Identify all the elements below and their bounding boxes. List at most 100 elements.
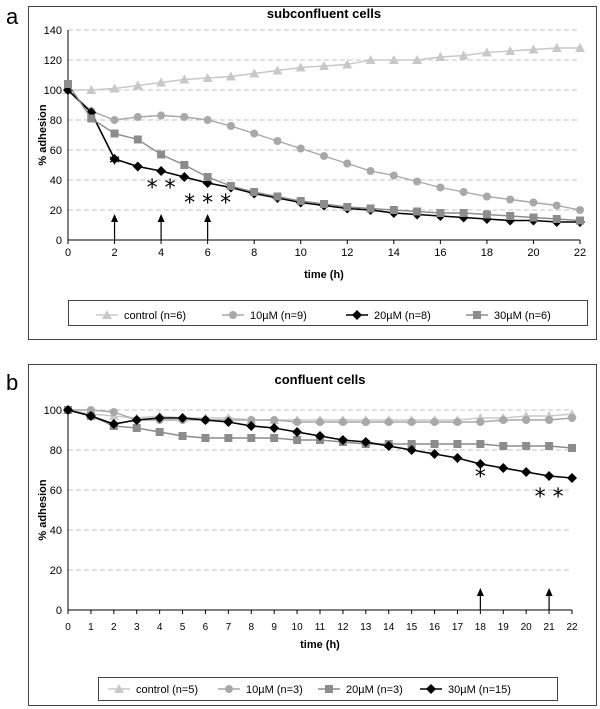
panel-b-legend-marker: [225, 685, 233, 693]
panel-b-series-3-point: [246, 421, 257, 431]
panel-a-series-3-point: [157, 150, 166, 159]
panel-a-series-1-point: [180, 113, 189, 121]
panel-a-legend-label: 20µM (n=8): [374, 310, 431, 322]
panel-b-series-1-point: [384, 418, 393, 426]
panel-b-series-3-point: [498, 463, 509, 473]
panel-a-series-0-point: [132, 80, 143, 90]
panel-a-series-3-point: [87, 114, 96, 123]
panel-b-series-1-point: [522, 416, 531, 424]
panel-b-series-3-point: [337, 435, 348, 445]
panel-a-series-0-point: [342, 59, 353, 69]
panel-a-series-3-point: [459, 209, 468, 217]
panel-letter-b: b: [6, 370, 19, 395]
panel-a-series-0-point: [528, 44, 539, 54]
panel-a-series-0-point: [272, 65, 283, 75]
panel-b-series-1-point: [545, 416, 554, 424]
panel-a-series-2-point: [132, 161, 143, 172]
panel-b-x-tick-label: 2: [111, 622, 117, 633]
panel-b-x-tick-label: 16: [429, 622, 441, 633]
panel-a-series-3-point: [296, 197, 305, 205]
panel-a-significance-marker: * * *: [184, 191, 231, 216]
panel-b-series-2-point: [499, 442, 508, 450]
panel-b-series-1-point: [293, 418, 302, 426]
panel-b-series-3-point: [63, 405, 73, 415]
panel-b-y-tick-label: 0: [56, 605, 62, 617]
panel-b-series-3-point: [200, 415, 211, 425]
panel-a-title: subconfluent cells: [267, 6, 381, 21]
panel-b-x-tick-label: 13: [360, 622, 372, 633]
panel-b-series-2-point: [293, 436, 302, 444]
panel-b-x-axis-label: time (h): [300, 639, 340, 651]
panel-a-arrow-head: [204, 214, 212, 222]
panel-b-series-1-point: [407, 418, 416, 426]
panel-a-series-0-point: [551, 43, 562, 52]
panel-b-x-tick-label: 20: [521, 622, 533, 633]
panel-a-arrow-head: [157, 214, 165, 222]
panel-a-series-3-point: [529, 213, 538, 222]
panel-b-series-3-point: [406, 445, 417, 455]
panel-a-series-1-point: [273, 137, 282, 145]
panel-a-series-1-point: [482, 192, 491, 201]
panel-a-series-3-point: [552, 215, 561, 223]
panel-b-series-3-point: [429, 449, 440, 459]
panel-b-x-tick-label: 12: [337, 622, 349, 633]
panel-b-series-3-point: [131, 415, 142, 425]
panel-b-series-3-point: [452, 453, 463, 463]
panel-a-series-0-point: [249, 68, 260, 78]
panel-b-x-tick-label: 17: [452, 622, 464, 633]
panel-b-series-1-point: [270, 416, 279, 424]
panel-b-x-tick-label: 0: [65, 622, 71, 633]
panel-a-legend-label: 10µM (n=9): [250, 310, 307, 322]
panel-b-y-tick-label: 40: [50, 525, 62, 537]
panel-a-series-3-point: [482, 210, 491, 219]
panel-b-x-tick-label: 4: [157, 622, 163, 633]
panel-a-y-tick-label: 80: [50, 115, 62, 127]
panel-b-x-tick-label: 5: [180, 622, 186, 633]
panel-a-frame: [28, 6, 597, 340]
panel-a-legend-label: 30µM (n=6): [494, 310, 551, 322]
panel-a-series-1-point: [389, 171, 398, 180]
panel-a-x-tick-label: 12: [341, 247, 353, 259]
panel-b-x-tick-label: 3: [134, 622, 140, 633]
panel-a-series-1-point: [459, 188, 468, 196]
panel-b-series-1-point: [430, 418, 439, 426]
panel-a-series-0-point: [109, 83, 120, 93]
panel-a-series-0-point: [179, 74, 190, 84]
panel-a-series-1-point: [157, 111, 166, 120]
panel-b-x-tick-label: 6: [203, 622, 209, 633]
panel-b-series-3-point: [108, 419, 119, 429]
panel-a-series-3-point: [273, 192, 282, 201]
panel-a-x-tick-label: 2: [111, 247, 117, 259]
panel-b-legend-marker: [114, 684, 124, 693]
panel-a-series-0-point: [225, 71, 236, 81]
panel-b-series-2-point: [476, 440, 485, 448]
panel-a-series-1-point: [436, 183, 445, 192]
panel-b-x-tick-label: 8: [248, 622, 254, 633]
panel-b-series-3-point: [544, 471, 555, 481]
panel-b-title: confluent cells: [274, 372, 365, 387]
panel-b-legend-label: 30µM (n=15): [448, 684, 511, 696]
panel-a-arrow-head: [111, 214, 119, 222]
panel-a-x-tick-label: 4: [158, 247, 164, 259]
panel-a-series-0-point: [319, 61, 329, 70]
panel-b-series-3-point: [292, 427, 303, 437]
panel-a-series-0-point: [458, 50, 469, 60]
panel-b-legend-label: control (n=5): [136, 684, 198, 696]
panel-a-series-0-point: [295, 62, 306, 72]
panel-a-series-1-point: [576, 206, 584, 214]
panel-b-x-tick-label: 14: [383, 622, 395, 633]
panel-a-series-1-point: [296, 144, 305, 153]
panel-b-series-1-point: [316, 418, 324, 426]
panel-b-series-1-point: [247, 416, 256, 424]
panel-b-legend-marker: [426, 684, 436, 694]
panel-b-series-3-point: [475, 459, 486, 469]
panel-a-significance-marker: *: [109, 152, 120, 177]
panel-b-series-2-point: [545, 442, 554, 450]
panel-b-series-2-point: [522, 442, 531, 450]
panel-b-series-1-point: [568, 414, 576, 422]
panel-a-x-tick-label: 10: [295, 247, 307, 259]
panel-a-series-3-point: [133, 135, 142, 144]
panel-a-x-tick-label: 22: [574, 247, 586, 259]
panel-a-series-3-point: [506, 212, 515, 220]
panel-a-series-1-point: [413, 177, 422, 186]
